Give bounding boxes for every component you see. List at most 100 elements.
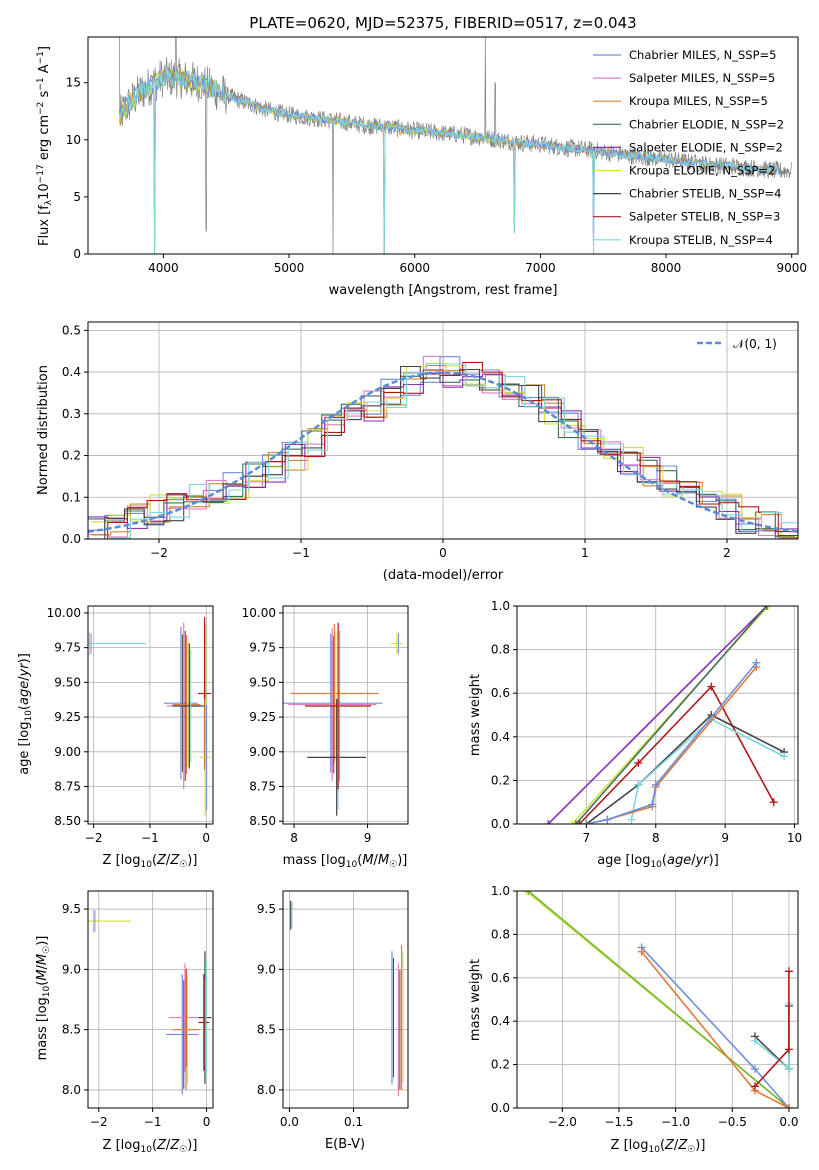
y-tick-label: 15	[66, 76, 81, 90]
data-point-errorbar	[290, 624, 379, 763]
ageM-xlabel: mass [log10(M/M☉)]	[283, 853, 408, 870]
residual-histogram-step	[88, 372, 798, 532]
y-tick-label: 9.0	[62, 962, 81, 976]
y-tick-label: 9.5	[62, 902, 81, 916]
x-tick-label: −1	[144, 1115, 162, 1129]
y-tick-label: 0.4	[62, 365, 81, 379]
residual-histogram-step	[88, 365, 795, 539]
legend-label: Salpeter ELODIE, N_SSP=2	[629, 140, 783, 154]
plus-marker	[575, 820, 584, 824]
legend-label: Salpeter STELIB, N_SSP=3	[629, 210, 780, 224]
y-tick-label: 9.75	[54, 641, 81, 655]
x-tick-label: 8	[290, 831, 298, 845]
plus-marker	[651, 780, 660, 789]
y-tick-label: 0.2	[491, 773, 510, 787]
plus-marker	[780, 752, 789, 761]
plus-marker	[648, 800, 657, 809]
massEBV-plot	[283, 891, 408, 1108]
plus-marker	[750, 1082, 759, 1091]
x-tick-label: 6000	[399, 261, 430, 275]
x-tick-label: −1	[292, 546, 310, 560]
x-tick-label: −2	[90, 1115, 108, 1129]
massZ-plot	[88, 891, 213, 1108]
spectrum-xlabel: wavelength [Angstrom, rest frame]	[329, 283, 558, 298]
x-tick-label: 8000	[651, 261, 682, 275]
residual-histogram-step	[91, 364, 798, 539]
plus-marker	[571, 820, 580, 824]
spectrum-panel: PLATE=0620, MJD=52375, FIBERID=0517, z=0…	[36, 14, 807, 298]
y-tick-label: 0	[73, 247, 81, 261]
legend-label: Salpeter MILES, N_SSP=5	[629, 71, 775, 85]
y-tick-label: 0.1	[62, 490, 81, 504]
x-tick-label: 9000	[776, 261, 807, 275]
y-tick-label: 10.00	[47, 606, 81, 620]
x-tick-label: 5000	[274, 261, 305, 275]
x-tick-label: 7000	[525, 261, 556, 275]
plus-marker	[784, 967, 793, 976]
data-point-errorbar	[400, 945, 404, 1090]
ageM-plot	[283, 606, 408, 824]
legend-label: Kroupa MILES, N_SSP=5	[629, 94, 768, 108]
massEBV-xlabel: E(B-V)	[325, 1137, 365, 1152]
y-tick-label: 8.50	[249, 814, 276, 828]
y-tick-label: 0.2	[62, 449, 81, 463]
x-tick-label: −1.5	[604, 1115, 633, 1129]
massZ-ylabel: mass [log10(M/M☉)]	[35, 936, 52, 1061]
ageZ-plot	[88, 606, 213, 824]
plus-marker	[784, 1045, 793, 1054]
residual-histogram-step	[91, 365, 798, 537]
y-tick-label: 9.00	[54, 745, 81, 759]
data-point-errorbar	[172, 969, 200, 1090]
residual-plot	[88, 322, 798, 539]
plus-marker	[784, 1064, 793, 1073]
data-point-errorbar	[307, 699, 367, 816]
y-tick-label: 0.8	[491, 643, 510, 657]
plus-marker	[524, 891, 533, 895]
plus-marker	[750, 1036, 759, 1045]
ageM-ticks: 8 9 8.50 8.75 9.00 9.25 9.50 9.75 10.00	[242, 606, 372, 845]
y-tick-label: 5	[73, 190, 81, 204]
mass-weight-line	[754, 971, 790, 1087]
x-tick-label: −2	[150, 546, 168, 560]
mass-weight-line	[641, 946, 790, 1108]
plus-marker	[603, 815, 612, 824]
model-spectrum-line	[118, 66, 780, 254]
legend-label: Chabrier STELIB, N_SSP=4	[629, 187, 781, 201]
data-point-errorbar	[198, 974, 210, 1071]
mass-weight-line	[578, 685, 775, 824]
x-tick-label: 9	[364, 831, 372, 845]
mass-weight-line	[640, 951, 790, 1108]
mwZ-ylabel: mass weight	[468, 959, 483, 1041]
y-tick-label: 1.0	[491, 599, 510, 613]
y-tick-label: 9.0	[257, 962, 276, 976]
data-point-errorbar	[391, 951, 394, 1084]
age-mass-panel: mass [log10(M/M☉)] 8 9 8.50 8.75 9.00 9.25 9.5…	[242, 605, 409, 870]
massEBV-frame	[282, 890, 409, 1109]
plus-marker	[637, 947, 646, 956]
mass-weight-line	[754, 1006, 790, 1071]
y-tick-label: 0.4	[491, 730, 510, 744]
plus-marker	[784, 1104, 793, 1108]
y-tick-label: 0.6	[491, 971, 510, 985]
plus-marker	[764, 606, 773, 610]
y-tick-label: 10.00	[242, 606, 276, 620]
data-point-errorbar	[164, 626, 198, 780]
mwAge-plot	[517, 606, 798, 824]
residual-legend: 𝒩(0, 1)	[697, 337, 777, 351]
x-tick-label: 2	[723, 546, 731, 560]
plus-marker	[522, 891, 531, 895]
plus-marker	[634, 780, 643, 789]
mass-Z-panel: Z [log10(Z/Z☉)] mass [log10(M/M☉)] −2 −1 0…	[35, 890, 214, 1155]
mass-EBV-panel: E(B-V) 0.0 0.1 8.0 8.5 9.0 9.5	[257, 890, 409, 1152]
mass-weight-line	[586, 666, 758, 824]
data-point-errorbar	[168, 963, 202, 1072]
plus-marker	[769, 798, 778, 807]
y-tick-label: 9.50	[54, 675, 81, 689]
y-tick-label: 8.0	[257, 1083, 276, 1097]
plus-marker	[627, 815, 636, 824]
ageM-frame	[282, 605, 409, 825]
mass-weight-line	[575, 606, 768, 824]
plus-marker	[568, 820, 577, 824]
plus-marker	[544, 820, 553, 824]
y-tick-label: 0.6	[491, 686, 510, 700]
